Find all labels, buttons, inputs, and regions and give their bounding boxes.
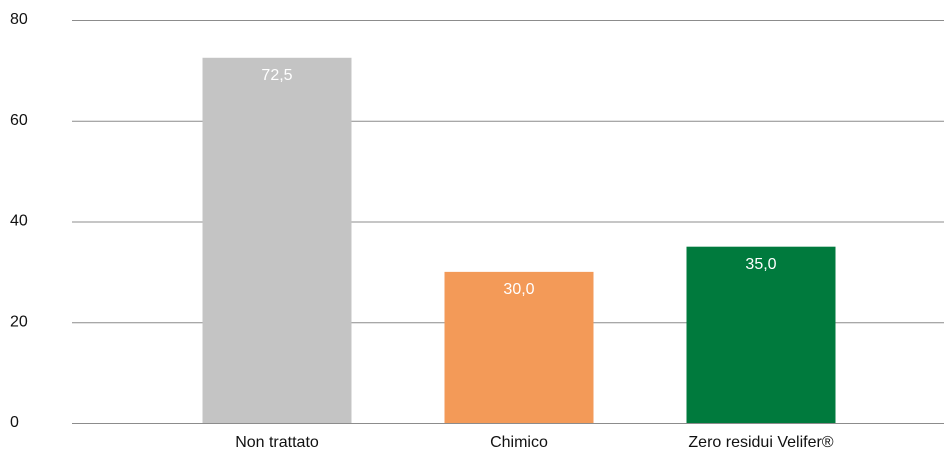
y-tick-label: 80 [10, 11, 28, 28]
x-tick-label: Chimico [490, 434, 548, 451]
value-label: 30,0 [503, 281, 534, 298]
value-label: 72,5 [261, 67, 292, 84]
bar [444, 271, 594, 423]
bar [686, 246, 836, 423]
y-tick-label: 20 [10, 313, 28, 330]
y-tick-label: 0 [10, 414, 19, 431]
y-tick-label: 40 [10, 213, 28, 230]
bar [202, 57, 352, 423]
y-tick-label: 60 [10, 112, 28, 129]
value-label: 35,0 [745, 256, 776, 273]
x-tick-label: Non trattato [235, 434, 319, 451]
x-tick-label: Zero residui Velifer® [688, 434, 833, 451]
